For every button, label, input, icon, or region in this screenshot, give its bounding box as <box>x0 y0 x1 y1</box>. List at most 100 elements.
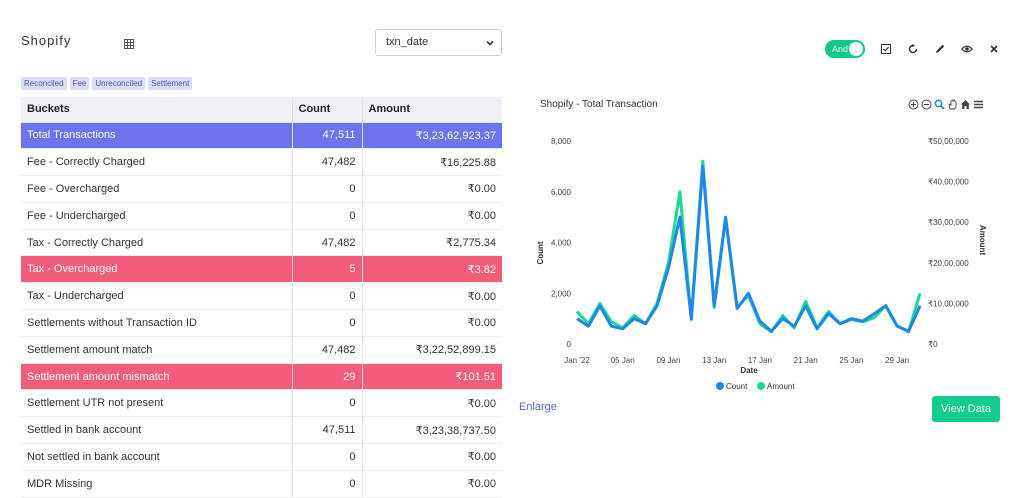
eye-icon[interactable] <box>960 43 974 55</box>
home-icon[interactable] <box>960 99 971 110</box>
table-row[interactable]: Tax - Undercharged 0 ₹0.00 <box>21 282 502 311</box>
amount-cell: ₹3.82 <box>361 255 502 284</box>
y-tick-label: 6,000 <box>551 188 572 197</box>
amount-cell: ₹0.00 <box>361 389 502 418</box>
menu-icon[interactable] <box>973 99 984 110</box>
y2-tick-label: ₹40,00,000 <box>928 178 969 187</box>
x-tick-label: 29 Jan <box>885 356 909 365</box>
panel-toolbar: And <box>825 40 1000 58</box>
x-tick-label: 17 Jan <box>748 356 772 365</box>
table-row[interactable]: Tax - Correctly Charged 47,482 ₹2,775.34 <box>21 229 502 257</box>
count-legend-marker[interactable] <box>716 382 724 390</box>
date-field-select[interactable]: txn_date <box>375 29 502 56</box>
edit-icon[interactable] <box>934 43 946 55</box>
filter-tag[interactable]: Settlement <box>148 77 193 90</box>
y-tick-label: 4,000 <box>551 239 572 248</box>
count-cell: 47,511 <box>291 416 362 445</box>
count-cell: 0 <box>291 309 362 337</box>
and-toggle[interactable]: And <box>825 40 865 58</box>
column-header-count[interactable]: Count <box>291 97 362 123</box>
grid-icon[interactable] <box>124 36 134 49</box>
y2-tick-label: ₹50,00,000 <box>928 137 969 146</box>
amount-cell: ₹3,22,52,899.15 <box>361 336 502 364</box>
filter-tag[interactable]: Reconciled <box>21 77 67 90</box>
bucket-cell: Tax - Correctly Charged <box>21 229 292 257</box>
filter-tag[interactable]: Fee <box>69 77 90 90</box>
toggle-knob <box>849 42 863 56</box>
amount-cell: ₹0.00 <box>361 443 502 471</box>
bucket-cell: Settlements without Transaction ID <box>21 309 292 337</box>
x-tick-label: Jan '22 <box>564 356 590 365</box>
table-row[interactable]: Settlement amount mismatch 29 ₹101.51 <box>21 363 502 391</box>
count-cell: 47,511 <box>291 122 362 150</box>
amount-cell: ₹0.00 <box>361 175 502 203</box>
amount-series-line[interactable] <box>575 159 922 334</box>
y2-tick-label: ₹30,00,000 <box>928 218 969 227</box>
bucket-cell: Fee - Correctly Charged <box>21 148 292 177</box>
count-cell: 47,482 <box>291 336 362 364</box>
amount-cell: ₹0.00 <box>361 470 502 498</box>
x-tick-label: 09 Jan <box>656 356 680 365</box>
bucket-cell: Tax - Overcharged <box>21 255 292 284</box>
close-icon[interactable] <box>988 43 1000 55</box>
count-cell: 47,482 <box>291 229 362 257</box>
x-tick-label: 25 Jan <box>839 356 863 365</box>
count-legend-label[interactable]: Count <box>726 382 748 391</box>
table-row[interactable]: Fee - Correctly Charged 47,482 ₹16,225.88 <box>21 148 502 177</box>
count-cell: 5 <box>291 255 362 284</box>
bucket-cell: Settlement amount mismatch <box>21 363 292 391</box>
tag-list: Reconciled Fee Unreconciled Settlement <box>21 77 193 90</box>
y-tick-label: 8,000 <box>551 137 572 146</box>
amount-cell: ₹0.00 <box>361 202 502 230</box>
amount-cell: ₹0.00 <box>361 309 502 337</box>
bucket-cell: Fee - Undercharged <box>21 202 292 230</box>
y2-axis-label: Amount <box>978 225 987 256</box>
table-row[interactable]: Settlement amount match 47,482 ₹3,22,52,89… <box>21 336 502 364</box>
amount-legend-marker[interactable] <box>757 382 765 390</box>
date-field-value: txn_date <box>386 36 429 48</box>
amount-cell: ₹3,23,62,923.37 <box>361 122 502 150</box>
refresh-icon[interactable] <box>907 43 919 55</box>
amount-cell: ₹2,775.34 <box>361 229 502 257</box>
table-row[interactable]: Not settled in bank account 0 ₹0.00 <box>21 443 502 471</box>
column-header-amount[interactable]: Amount <box>361 97 502 123</box>
table-row[interactable]: Tax - Overcharged 5 ₹3.82 <box>21 255 502 284</box>
pan-icon[interactable] <box>947 99 958 110</box>
chart-toolbar <box>908 99 984 110</box>
table-row[interactable]: Settlements without Transaction ID 0 ₹0.00 <box>21 309 502 337</box>
count-cell: 0 <box>291 443 362 471</box>
bucket-cell: Settlement UTR not present <box>21 389 292 418</box>
view-data-button[interactable]: View Data <box>932 396 1000 422</box>
count-cell: 0 <box>291 470 362 498</box>
bucket-cell: Tax - Undercharged <box>21 282 292 311</box>
table-row[interactable]: Settlement UTR not present 0 ₹0.00 <box>21 389 502 418</box>
y2-tick-label: ₹0 <box>928 340 938 349</box>
count-series-line[interactable] <box>576 164 922 333</box>
zoom-in-icon[interactable] <box>908 99 919 110</box>
table-row[interactable]: Settled in bank account 47,511 ₹3,23,38,73… <box>21 416 502 445</box>
enlarge-link[interactable]: Enlarge <box>519 401 557 413</box>
filter-tag[interactable]: Unreconciled <box>92 77 146 90</box>
x-tick-label: 21 Jan <box>794 356 818 365</box>
table-row[interactable]: MDR Missing 0 ₹0.00 <box>21 470 502 498</box>
y-tick-label: 0 <box>567 340 572 349</box>
count-cell: 29 <box>291 363 362 391</box>
y2-tick-label: ₹10,00,000 <box>928 299 969 308</box>
table-row[interactable]: Total Transactions 47,511 ₹3,23,62,923.37 <box>21 122 502 150</box>
column-header-buckets[interactable]: Buckets <box>21 97 292 123</box>
total-transaction-chart: 0 2,000 4,000 6,000 8,000 ₹0 ₹10,00,000 ₹20,00… <box>536 137 987 391</box>
bucket-cell: Not settled in bank account <box>21 443 292 471</box>
y-axis-label: Count <box>536 241 545 264</box>
x-tick-label: 13 Jan <box>702 356 726 365</box>
amount-legend-label[interactable]: Amount <box>767 382 795 391</box>
amount-cell: ₹0.00 <box>361 282 502 311</box>
checkbox-icon[interactable] <box>880 43 892 55</box>
count-cell: 47,482 <box>291 148 362 177</box>
magnify-icon[interactable] <box>934 99 945 110</box>
table-row[interactable]: Fee - Undercharged 0 ₹0.00 <box>21 202 502 230</box>
bucket-cell: Settled in bank account <box>21 416 292 445</box>
amount-cell: ₹3,23,38,737.50 <box>361 416 502 445</box>
table-row[interactable]: Fee - Overcharged 0 ₹0.00 <box>21 175 502 203</box>
bucket-cell: Fee - Overcharged <box>21 175 292 203</box>
zoom-out-icon[interactable] <box>921 99 932 110</box>
